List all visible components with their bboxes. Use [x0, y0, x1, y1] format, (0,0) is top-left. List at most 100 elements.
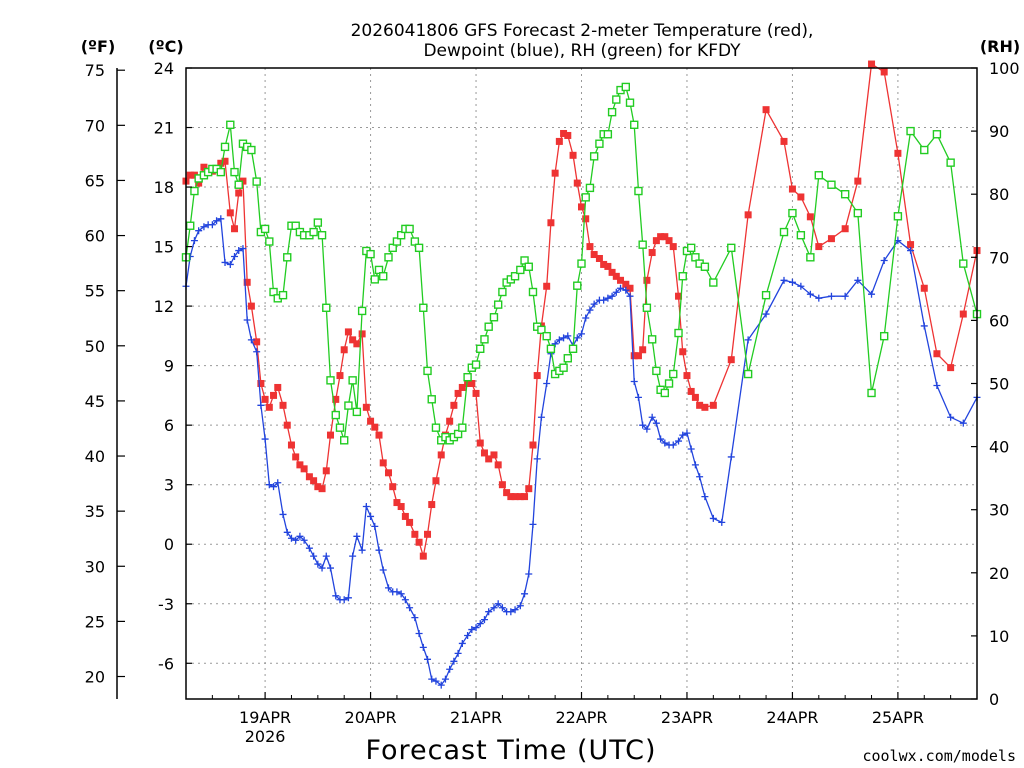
chart-title-line1: 2026041806 GFS Forecast 2-meter Temperat… [351, 21, 814, 41]
rh-point [340, 436, 349, 445]
rh-point [309, 227, 318, 237]
temperature-point [661, 233, 669, 241]
rh-tick-label: 30 [989, 501, 1009, 520]
celsius-tick-label: 15 [154, 238, 174, 257]
date-tick-label: 22APR [555, 708, 607, 727]
temperature-point [511, 493, 519, 501]
date-tick-label: 23APR [661, 708, 713, 727]
dewpoint-point [780, 276, 788, 284]
temperature-point [344, 328, 352, 336]
dewpoint-point [643, 425, 651, 433]
rh-point [761, 290, 771, 300]
rh-point [630, 120, 639, 129]
temperature-point [687, 387, 695, 395]
temperature-point [590, 251, 598, 259]
rh-point [410, 237, 420, 246]
temperature-point [257, 380, 265, 387]
dewpoint-point [247, 336, 255, 344]
dewpoint-point [274, 479, 282, 487]
dewpoint-point [367, 512, 375, 520]
temperature-point [428, 501, 436, 509]
dewpoint-point [208, 221, 216, 229]
temperature-point [279, 401, 287, 409]
fahrenheit-tick-label: 70 [85, 116, 105, 135]
dewpoint-point [827, 292, 835, 300]
dewpoint-point [727, 453, 735, 461]
dewpoint-point [560, 334, 568, 342]
temperature-point [261, 395, 269, 403]
dewpoint-point [590, 300, 598, 308]
dewpoint-point [959, 419, 967, 427]
temperature-point [472, 389, 480, 397]
rh-point [226, 120, 235, 129]
rh-point [796, 231, 806, 240]
dewpoint-point [880, 256, 888, 264]
dewpoint-point [300, 536, 308, 544]
temperature-point [485, 455, 493, 463]
rh-point [563, 354, 572, 363]
temperature-point [384, 469, 392, 477]
dewpoint-point [464, 632, 472, 640]
dewpoint-point [657, 435, 665, 443]
rh-point [510, 272, 520, 281]
temperature-point [314, 483, 322, 491]
rh-point [484, 322, 493, 331]
temperature-point [494, 461, 502, 469]
rh-point [867, 388, 876, 398]
dewpoint-point [406, 604, 414, 612]
rh-point [660, 388, 670, 398]
rh-point [647, 335, 657, 344]
celsius-tick-label: 0 [164, 535, 174, 554]
rh-point [621, 82, 630, 92]
temperature-point [305, 473, 313, 481]
rh-point [520, 256, 529, 265]
dewpoint-point [533, 455, 541, 463]
temperature-point [564, 131, 572, 139]
dewpoint-point [226, 260, 234, 268]
rh-point [384, 253, 393, 262]
rh-point [893, 212, 903, 221]
rh-point [247, 145, 256, 155]
temperature-point [464, 380, 472, 387]
rh-point [278, 290, 288, 300]
dewpoint-point [498, 604, 506, 612]
temperature-point [665, 237, 673, 245]
dewpoint-point [419, 643, 427, 651]
rh-point [498, 287, 507, 297]
dewpoint-point [235, 247, 243, 255]
dewpoint-point [441, 675, 449, 683]
temperature-point [265, 403, 273, 411]
dewpoint-point [358, 546, 366, 554]
temperature-point [353, 340, 361, 348]
dewpoint-point [920, 322, 928, 330]
temperature-point [221, 157, 229, 165]
temperature-point [480, 449, 488, 457]
rh-point [581, 193, 590, 202]
dewpoint-point [287, 534, 295, 542]
temperature-point [239, 177, 247, 185]
temperature-point [362, 403, 370, 411]
temperature-point [894, 149, 902, 157]
dewpoint-point [243, 316, 251, 324]
dewpoint-point [375, 546, 383, 554]
rh-point [476, 344, 485, 353]
rh-point [326, 376, 335, 385]
dewpoint-point [551, 340, 559, 348]
temperature-point [358, 330, 366, 338]
dewpoint-point [371, 522, 379, 530]
rh-point [379, 272, 388, 281]
celsius-tick-label: 18 [154, 178, 174, 197]
rh-point [348, 376, 357, 385]
temperature-point [727, 356, 735, 364]
dewpoint-point [261, 435, 269, 443]
temperature-point [432, 477, 440, 485]
celsius-unit-label: (ºC) [148, 37, 183, 56]
rh-point [431, 423, 441, 432]
dewpoint-point [310, 552, 318, 560]
rh-point [920, 145, 929, 155]
site-credit[interactable]: coolwx.com/models [862, 747, 1016, 765]
temperature-point [806, 213, 814, 221]
dewpoint-point [480, 616, 488, 624]
temperature-point [797, 193, 805, 201]
rh-point [669, 369, 678, 379]
